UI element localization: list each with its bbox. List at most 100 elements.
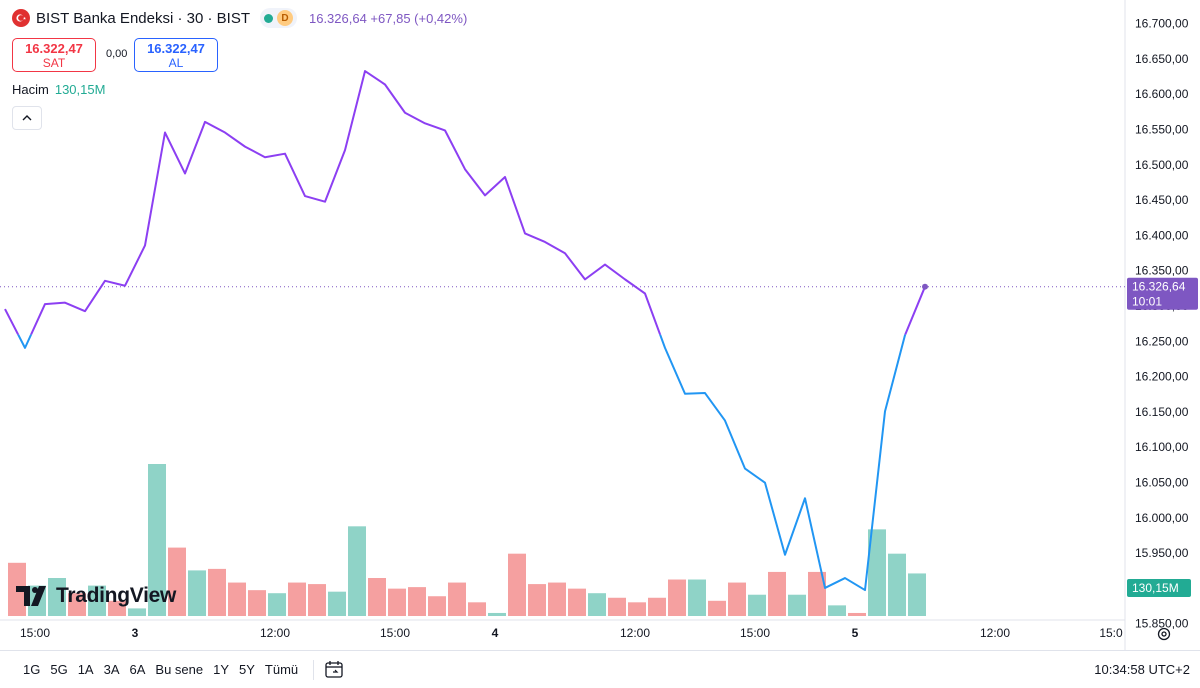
volume-bar xyxy=(568,588,586,616)
timeframe-button[interactable]: 1Y xyxy=(213,662,230,677)
volume-bar xyxy=(348,526,366,616)
volume-bar xyxy=(908,573,926,616)
y-tick-label: 16.550,00 xyxy=(1135,122,1189,136)
chevron-up-icon xyxy=(22,115,32,121)
volume-bar xyxy=(548,582,566,616)
price-chart[interactable]: 16.700,00 16.650,00 16.600,00 16.550,00 16.5… xyxy=(0,0,1200,650)
tradingview-logo-icon xyxy=(16,586,46,606)
turkey-flag-icon xyxy=(12,9,30,27)
volume-bar xyxy=(608,597,626,616)
y-tick-label: 16.400,00 xyxy=(1135,228,1189,242)
symbol-title[interactable]: BIST Banka Endeksi · 30 · BIST xyxy=(36,9,250,27)
price-tag-box xyxy=(1127,277,1198,310)
volume-bar xyxy=(248,590,266,616)
last-price-dot xyxy=(922,283,928,290)
timeframe-buttons: 1G 5G 1A 3A 6A Bu sene 1Y 5Y Tümü xyxy=(18,662,303,677)
volume-bar xyxy=(688,579,706,616)
timeframe-button[interactable]: Tümü xyxy=(264,662,299,677)
volume-bar xyxy=(868,529,886,616)
volume-bar xyxy=(388,588,406,616)
volume-bar xyxy=(848,612,866,616)
volume-bar xyxy=(748,594,766,616)
volume-bar xyxy=(828,605,846,616)
toolbar-divider xyxy=(313,659,315,680)
y-tick-label: 15.850,00 xyxy=(1135,617,1189,631)
volume-bar xyxy=(288,582,306,616)
volume-bar xyxy=(528,584,546,616)
y-tick-label: 16.250,00 xyxy=(1135,334,1189,348)
volume-bar xyxy=(108,600,126,616)
y-tick-label: 16.600,00 xyxy=(1135,87,1189,101)
volume-bar xyxy=(628,602,646,616)
volume-bar xyxy=(788,594,806,616)
volume-bar xyxy=(588,593,606,616)
chart-settings-gear-icon[interactable] xyxy=(1155,625,1173,643)
x-tick-label: 12:00 xyxy=(260,626,290,640)
sell-button[interactable]: 16.322,47 SAT xyxy=(12,38,96,72)
volume-tag-box xyxy=(1127,579,1191,597)
volume-bar xyxy=(368,578,386,616)
volume-bar xyxy=(728,582,746,616)
sell-label: SAT xyxy=(42,56,66,70)
volume-bar xyxy=(308,584,326,616)
buy-button[interactable]: 16.322,47 AL xyxy=(134,38,218,72)
volume-bar xyxy=(408,587,426,616)
volume-bar xyxy=(448,582,466,616)
buy-price: 16.322,47 xyxy=(147,41,205,56)
x-tick-label: 15:0 xyxy=(1099,626,1123,640)
volume-bar xyxy=(648,597,666,616)
x-tick-label: 4 xyxy=(492,626,499,640)
volume-bar xyxy=(428,596,446,616)
timeframe-button[interactable]: 5Y xyxy=(239,662,255,677)
market-status-pill[interactable]: D xyxy=(259,8,297,28)
x-tick-label: 5 xyxy=(852,626,859,640)
timeframe-button[interactable]: Bu sene xyxy=(155,662,204,677)
y-tick-label: 16.350,00 xyxy=(1135,264,1189,278)
volume-bar xyxy=(468,602,486,616)
spread-value: 0,00 xyxy=(106,48,128,60)
volume-bar xyxy=(488,612,506,616)
price-line-above-baseline xyxy=(4,70,926,335)
timeframe-button[interactable]: 3A xyxy=(103,662,120,677)
volume-bar xyxy=(208,568,226,616)
volume-legend-label: Hacim xyxy=(12,82,49,97)
y-tick-label: 16.000,00 xyxy=(1135,511,1189,525)
x-tick-label: 3 xyxy=(132,626,139,640)
volume-legend[interactable]: Hacim 130,15M xyxy=(12,82,105,97)
volume-bar xyxy=(888,553,906,616)
volume-bar xyxy=(328,591,346,616)
chart-header: BIST Banka Endeksi · 30 · BIST D 16.326,… xyxy=(12,8,467,28)
x-tick-label: 12:00 xyxy=(620,626,650,640)
utc-clock[interactable]: 10:34:58 UTC+2 xyxy=(1094,662,1190,677)
volume-bar xyxy=(48,578,66,616)
volume-bar xyxy=(668,579,686,616)
y-tick-label: 16.200,00 xyxy=(1135,370,1189,384)
y-tick-label: 16.150,00 xyxy=(1135,405,1189,419)
timeframe-button[interactable]: 6A xyxy=(129,662,146,677)
volume-bar xyxy=(148,464,166,616)
price-tag-value: 16.326,64 xyxy=(1132,280,1186,294)
tradingview-logo[interactable]: TradingView xyxy=(16,584,176,608)
delayed-data-badge: D xyxy=(276,10,293,26)
volume-bar xyxy=(88,585,106,616)
y-tick-label: 16.100,00 xyxy=(1135,440,1189,454)
buy-label: AL xyxy=(168,56,184,70)
volume-bar xyxy=(268,593,286,616)
timeframe-button[interactable]: 5G xyxy=(50,662,68,677)
volume-bar xyxy=(188,570,206,616)
x-tick-label: 15:00 xyxy=(740,626,770,640)
volume-bar xyxy=(68,593,86,616)
tradingview-logo-text: TradingView xyxy=(56,584,177,607)
bottom-toolbar: 1G 5G 1A 3A 6A Bu sene 1Y 5Y Tümü 10:34:58 UTC+2 xyxy=(0,650,1200,688)
volume-bar xyxy=(508,553,526,616)
timeframe-button[interactable]: 1A xyxy=(77,662,94,677)
collapse-legend-button[interactable] xyxy=(12,106,42,130)
y-tick-label: 16.450,00 xyxy=(1135,193,1189,207)
market-open-dot-icon xyxy=(263,13,273,23)
x-tick-label: 12:00 xyxy=(980,626,1010,640)
volume-tag-value: 130,15M xyxy=(1132,581,1179,595)
timeframe-button[interactable]: 1G xyxy=(23,662,41,677)
y-tick-label: 16.650,00 xyxy=(1135,52,1189,66)
date-range-calendar-icon[interactable] xyxy=(324,660,346,680)
price-tag-time: 10:01 xyxy=(1132,295,1162,309)
